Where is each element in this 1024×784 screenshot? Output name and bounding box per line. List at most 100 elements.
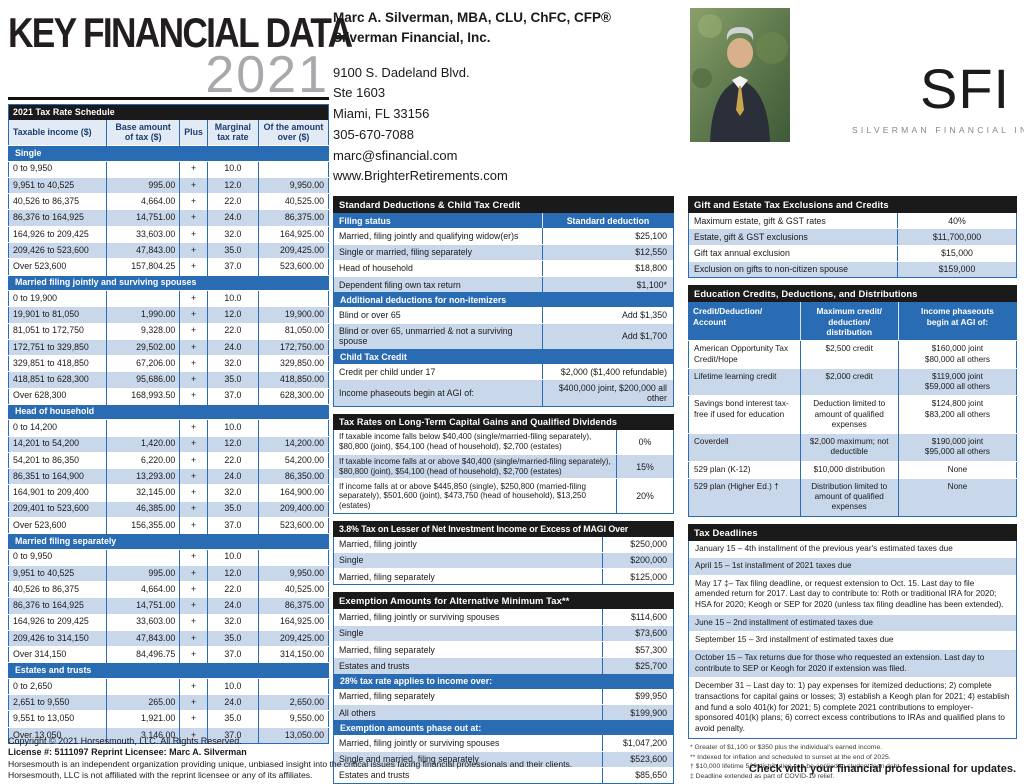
table-row: Over 314,150 84,496.75 + 37.0 314,150.00 bbox=[8, 646, 329, 663]
cell-base-amount: 47,843.00 bbox=[106, 629, 180, 647]
table-row: 40,526 to 86,375 4,664.00 + 22.0 40,525.… bbox=[8, 581, 329, 598]
table-row: Exclusion on gifts to non-citizen spouse… bbox=[689, 260, 1016, 278]
cell-taxable-income: 172,751 to 329,850 bbox=[8, 338, 107, 356]
gift-estate-title: Gift and Estate Tax Exclusions and Credi… bbox=[688, 196, 1017, 213]
row-value: $85,650 bbox=[602, 767, 673, 784]
table-row: Lifetime learning credit $2,000 credit $… bbox=[688, 367, 1017, 396]
table-row: Blind or over 65, unmarried & not a surv… bbox=[334, 322, 673, 350]
cell-marginal-rate: 10.0 bbox=[206, 160, 259, 178]
logo-bar-1 bbox=[852, 60, 910, 72]
cell-max-credit: Deduction limited to amount of qualified… bbox=[799, 395, 899, 434]
cell-base-amount bbox=[106, 419, 180, 437]
cell-taxable-income: 14,201 to 54,200 bbox=[8, 435, 107, 453]
row-label: Single and married, filing separately bbox=[339, 754, 479, 765]
cell-plus: + bbox=[179, 193, 208, 210]
row-label: Credit per child under 17 bbox=[339, 366, 436, 377]
row-value: 20% bbox=[616, 479, 673, 513]
row-label: If taxable income falls at or above $40,… bbox=[339, 457, 611, 476]
table-row: 209,426 to 523,600 47,843.00 + 35.0 209,… bbox=[8, 241, 329, 259]
column-header: Plus bbox=[179, 120, 208, 146]
row-label: Married, filing jointly or surviving spo… bbox=[339, 612, 500, 623]
row-value: $15,000 bbox=[897, 245, 1016, 261]
cell-max-credit: Distribution limited to amount of qualif… bbox=[799, 477, 899, 517]
cell-plus: + bbox=[179, 241, 208, 259]
amt-title: Exemption Amounts for Alternative Minimu… bbox=[333, 592, 674, 610]
cell-taxable-income: 54,201 to 86,350 bbox=[8, 451, 107, 469]
cell-base-amount: 13,293.00 bbox=[106, 468, 180, 485]
contact-line: www.BrighterRetirements.com bbox=[333, 168, 508, 184]
table-row: Over 628,300 168,993.50 + 37.0 628,300.0… bbox=[8, 387, 329, 405]
row-value: $114,600 bbox=[602, 609, 673, 625]
cell-marginal-rate: 24.0 bbox=[206, 338, 259, 356]
cell-taxable-income: 81,051 to 172,750 bbox=[8, 322, 107, 340]
table-row: Credit per child under 17 $2,000 ($1,400… bbox=[334, 364, 673, 380]
education-section: Education Credits, Deductions, and Distr… bbox=[688, 285, 1017, 517]
cell-marginal-rate: 32.0 bbox=[206, 355, 259, 372]
row-label: Exclusion on gifts to non-citizen spouse bbox=[694, 264, 849, 275]
cell-amount-over: 209,425.00 bbox=[257, 241, 329, 259]
row-label: Maximum estate, gift & GST rates bbox=[694, 215, 826, 226]
table-row: Coverdell $2,000 maximum; not deductible… bbox=[688, 433, 1017, 462]
cell-amount-over: 19,900.00 bbox=[257, 306, 329, 323]
education-column-header: Maximum credit/ deduction/ distribution bbox=[799, 302, 899, 341]
table-row: 14,201 to 54,200 1,420.00 + 12.0 14,200.… bbox=[8, 435, 329, 453]
cell-amount-over: 13,050.00 bbox=[257, 726, 329, 744]
niit-section: 3.8% Tax on Lesser of Net Investment Inc… bbox=[333, 520, 674, 586]
footnote: ** Indexed for inflation and scheduled t… bbox=[690, 753, 891, 761]
cell-base-amount: 84,496.75 bbox=[106, 646, 180, 663]
row-label: If income falls at or above $445,850 (si… bbox=[339, 482, 587, 510]
cell-max-credit: $10,000 distribution bbox=[799, 460, 899, 479]
cell-marginal-rate: 37.0 bbox=[206, 726, 259, 744]
cell-base-amount: 1,990.00 bbox=[106, 306, 180, 323]
disclaimer-line-1: Horsesmouth is an independent organizati… bbox=[8, 758, 573, 769]
cell-marginal-rate: 22.0 bbox=[206, 193, 259, 210]
table-row: Single or married, filing separately $12… bbox=[334, 243, 673, 260]
table-row: If taxable income falls at or above $40,… bbox=[334, 453, 673, 479]
cell-marginal-rate: 35.0 bbox=[206, 710, 259, 728]
cell-base-amount bbox=[106, 160, 180, 178]
logo-bar-3 bbox=[852, 90, 910, 102]
advisor-photo bbox=[690, 8, 790, 142]
row-label: Estate, gift & GST exclusions bbox=[694, 231, 808, 242]
cell-taxable-income: Over 628,300 bbox=[8, 387, 107, 405]
standard-deductions-section: Standard Deductions & Child Tax Credit F… bbox=[333, 196, 674, 407]
table-row: Married, filing separately $125,000 bbox=[334, 568, 673, 585]
cell-base-amount bbox=[106, 677, 180, 695]
rate-section: Married filing separately 0 to 9,950 + 1… bbox=[8, 533, 329, 663]
section-header-label: Estates and trusts bbox=[8, 662, 329, 679]
cell-amount-over: 81,050.00 bbox=[257, 322, 329, 340]
amt-28pct-subheader: 28% tax rate applies to income over: bbox=[334, 673, 673, 689]
license-line: License #: 5111097 Reprint Licensee: Mar… bbox=[8, 747, 247, 758]
table-row: If taxable income falls below $40,400 (s… bbox=[334, 429, 673, 454]
row-label: If taxable income falls below $40,400 (s… bbox=[339, 432, 592, 451]
cell-account: 529 plan (Higher Ed.) † bbox=[688, 477, 801, 517]
section-header-row: Head of household bbox=[8, 403, 329, 420]
middle-column: Standard Deductions & Child Tax Credit F… bbox=[333, 196, 674, 784]
table-row: Income phaseouts begin at AGI of: $400,0… bbox=[334, 379, 673, 406]
row-value: $250,000 bbox=[602, 536, 673, 552]
table-row: Over 523,600 156,355.00 + 37.0 523,600.0… bbox=[8, 516, 329, 534]
tax-rate-table: 2021 Tax Rate Schedule Taxable income ($… bbox=[8, 104, 329, 744]
cell-base-amount bbox=[106, 548, 180, 566]
table-row: Blind or over 65 Add $1,350 bbox=[334, 307, 673, 323]
header-rule bbox=[8, 97, 329, 100]
cell-base-amount: 265.00 bbox=[106, 694, 180, 711]
cell-taxable-income: 329,851 to 418,850 bbox=[8, 355, 107, 372]
cell-base-amount: 4,664.00 bbox=[106, 193, 180, 210]
deadline-item: June 15 – 2nd installment of estimated t… bbox=[689, 613, 1016, 632]
cell-taxable-income: 164,926 to 209,425 bbox=[8, 613, 107, 631]
cell-taxable-income: 164,926 to 209,425 bbox=[8, 225, 107, 243]
cell-marginal-rate: 37.0 bbox=[206, 646, 259, 663]
cell-plus: + bbox=[179, 677, 208, 695]
cell-marginal-rate: 10.0 bbox=[206, 677, 259, 695]
table-row: Estate, gift & GST exclusions $11,700,00… bbox=[689, 228, 1016, 245]
rate-section: Married filing jointly and surviving spo… bbox=[8, 274, 329, 405]
row-value: 0% bbox=[616, 429, 673, 454]
education-header-row: Credit/Deduction/ Account Maximum credit/… bbox=[688, 302, 1017, 341]
cell-taxable-income: 40,526 to 86,375 bbox=[8, 581, 107, 598]
cell-marginal-rate: 32.0 bbox=[206, 613, 259, 631]
cell-plus: + bbox=[179, 371, 208, 389]
cell-marginal-rate: 10.0 bbox=[206, 419, 259, 437]
cell-base-amount: 168,993.50 bbox=[106, 387, 180, 405]
cell-marginal-rate: 37.0 bbox=[206, 387, 259, 405]
